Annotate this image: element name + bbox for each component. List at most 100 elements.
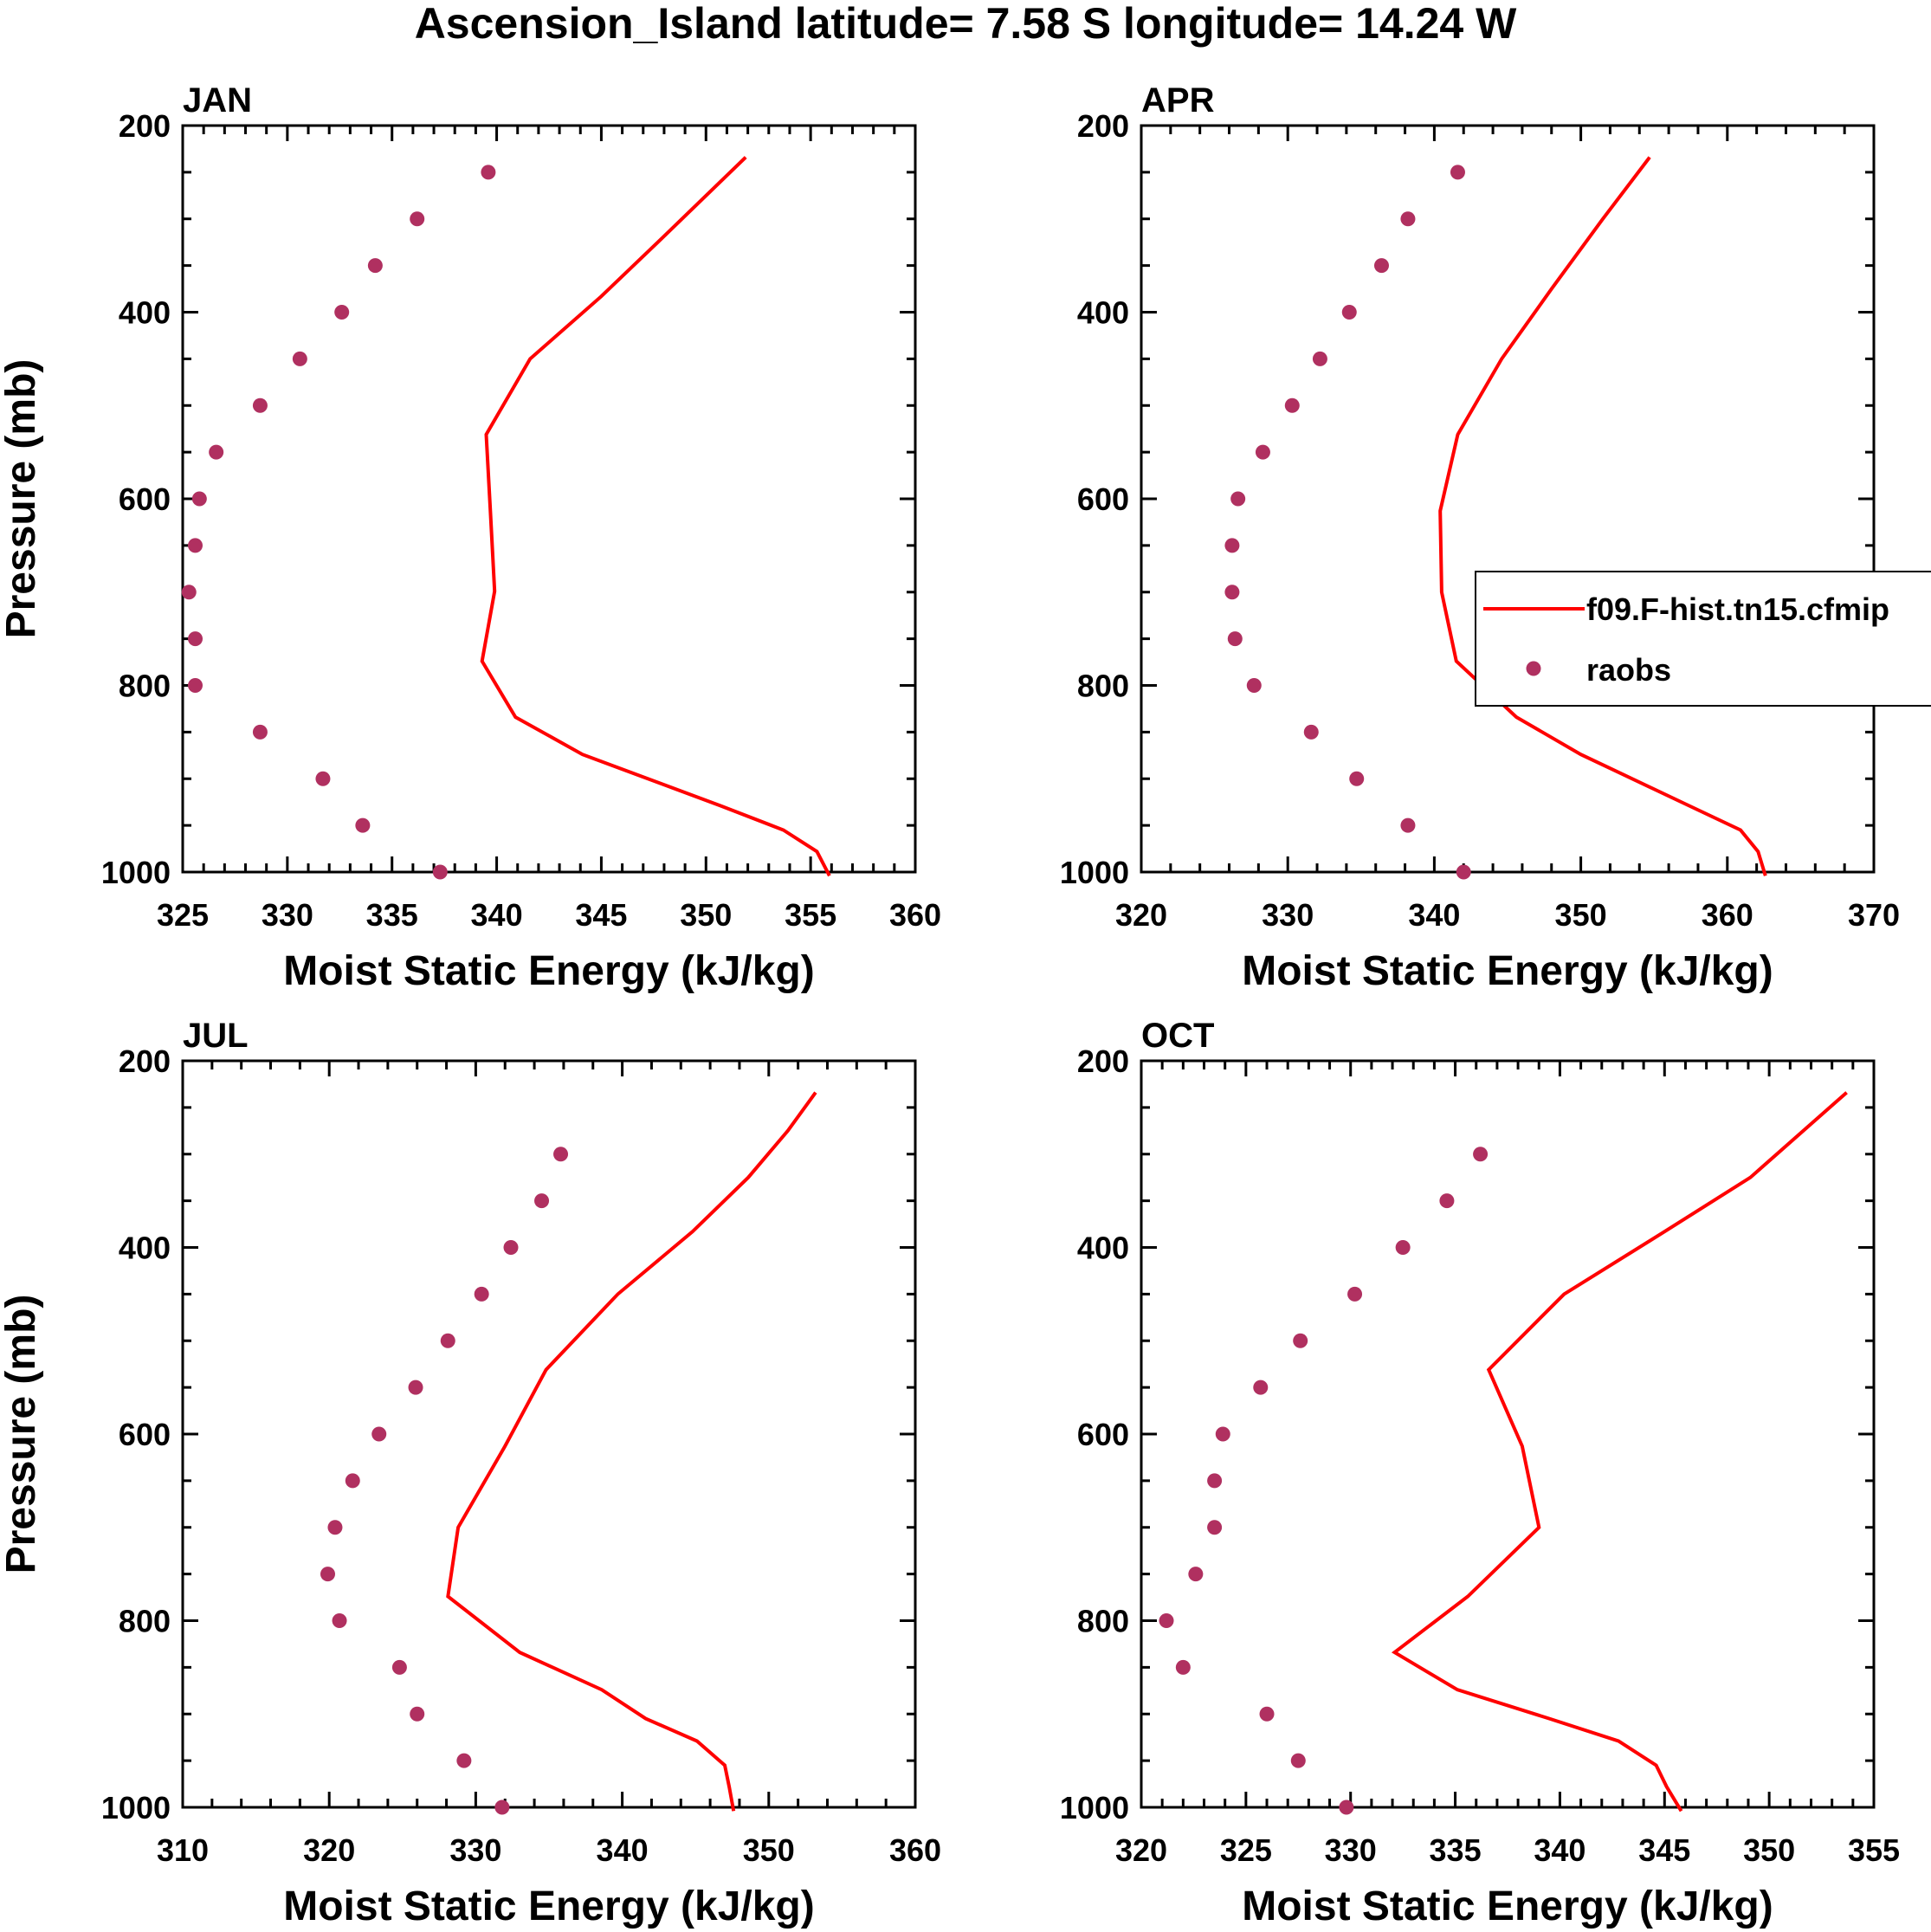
x-tick-label: 330	[1262, 897, 1314, 933]
raobs-point	[1259, 1706, 1275, 1722]
model-profile-line	[480, 156, 831, 877]
raobs-point	[1253, 1380, 1269, 1395]
raobs-point	[481, 165, 496, 180]
raobs-point	[1159, 1613, 1174, 1628]
raobs-point	[1175, 1659, 1191, 1675]
raobs-point	[1473, 1147, 1489, 1162]
panel-jul: 310 320 330 340 350 360 200 400 600 800 1000 JUL Moi…	[0, 1017, 941, 1929]
legend-box	[1475, 571, 1931, 707]
x-tick-label: 360	[1702, 897, 1753, 933]
model-profile-line	[1438, 156, 1767, 876]
raobs-point	[1290, 1753, 1306, 1768]
raobs-point	[327, 1520, 343, 1535]
plot-frame	[181, 124, 917, 874]
raobs-point	[1347, 1286, 1363, 1302]
x-tick-label: 355	[785, 897, 836, 933]
raobs-point	[355, 817, 371, 833]
raobs-point	[432, 864, 448, 880]
raobs-point	[1456, 864, 1471, 880]
model-profile-line	[1391, 1091, 1848, 1812]
raobs-point	[1339, 1800, 1354, 1815]
raobs-point	[292, 351, 307, 366]
x-tick-label: 360	[889, 897, 941, 933]
raobs-point	[367, 258, 383, 274]
x-tick-label: 350	[1555, 897, 1607, 933]
panel-title: JAN	[183, 81, 252, 120]
y-tick-label: 600	[1077, 481, 1129, 517]
x-tick-label: 355	[1848, 1832, 1900, 1868]
x-tick-label: 335	[1430, 1832, 1482, 1868]
legend-obs-swatch	[1526, 661, 1541, 676]
x-tick-label: 325	[1220, 1832, 1272, 1868]
y-tick-label: 200	[119, 1044, 171, 1079]
raobs-point	[408, 1380, 423, 1395]
x-tick-label: 350	[1743, 1832, 1795, 1868]
raobs-point	[391, 1659, 407, 1675]
raobs-point	[1400, 211, 1416, 227]
legend-model-label: f09.F-hist.tn15.cfmip	[1586, 591, 1889, 627]
raobs-point	[1312, 351, 1327, 366]
raobs-point	[410, 1706, 425, 1722]
x-tick-label: 340	[1534, 1832, 1585, 1868]
x-tick-label: 340	[471, 897, 523, 933]
x-tick-label: 320	[303, 1832, 355, 1868]
y-tick-label: 400	[119, 1231, 171, 1266]
y-axis-label: Pressure (mb)	[0, 1295, 44, 1574]
raobs-point	[474, 1286, 489, 1302]
panel-title: JUL	[183, 1017, 249, 1055]
raobs-point	[1303, 724, 1319, 740]
raobs-point	[252, 724, 268, 740]
panel-title: OCT	[1141, 1017, 1214, 1055]
raobs-point	[320, 1567, 336, 1582]
x-tick-label: 320	[1115, 1832, 1167, 1868]
y-tick-label: 400	[119, 295, 171, 331]
y-tick-label: 1000	[101, 1790, 171, 1825]
raobs-point	[1450, 165, 1465, 180]
raobs-point	[1246, 678, 1262, 693]
raobs-point	[1395, 1240, 1411, 1255]
x-tick-label: 335	[366, 897, 418, 933]
raobs-point	[188, 538, 203, 553]
y-tick-label: 200	[1077, 108, 1129, 144]
raobs-point	[334, 305, 350, 320]
raobs-point	[1349, 771, 1365, 786]
x-tick-label: 330	[262, 897, 313, 933]
x-axis-label: Moist Static Energy (kJ/kg)	[1242, 1884, 1773, 1929]
x-tick-label: 370	[1848, 897, 1900, 933]
x-axis-label: Moist Static Energy (kJ/kg)	[1242, 948, 1773, 994]
y-tick-label: 1000	[1060, 855, 1129, 890]
x-tick-label: 345	[575, 897, 627, 933]
y-tick-label: 400	[1077, 1231, 1129, 1266]
y-tick-label: 800	[119, 1604, 171, 1639]
raobs-point	[252, 397, 268, 413]
y-tick-label: 600	[119, 1417, 171, 1452]
x-tick-label: 350	[743, 1832, 795, 1868]
plot-frame	[1140, 124, 1876, 874]
y-tick-label: 800	[1077, 1604, 1129, 1639]
raobs-point	[1227, 631, 1243, 647]
raobs-point	[534, 1193, 550, 1209]
raobs-point	[503, 1240, 519, 1255]
raobs-point	[332, 1613, 347, 1628]
model-profile-line	[446, 1091, 817, 1812]
panel-jan: 325 330 335 340 345 350 355 360 200 400 600 800 1000…	[0, 81, 941, 994]
raobs-point	[345, 1473, 360, 1489]
raobs-point	[1293, 1333, 1308, 1348]
raobs-point	[1207, 1473, 1223, 1489]
raobs-point	[1207, 1520, 1223, 1535]
panel-title: APR	[1141, 81, 1215, 120]
raobs-point	[1255, 444, 1270, 460]
x-tick-label: 345	[1638, 1832, 1690, 1868]
y-axis-label: Pressure (mb)	[0, 359, 44, 639]
y-tick-label: 600	[1077, 1417, 1129, 1452]
raobs-point	[188, 678, 203, 693]
plot-frame	[1140, 1059, 1876, 1809]
panel-oct: 320 325 330 335 340 345 350 355 200 400 600 800 1000…	[1060, 1017, 1900, 1929]
x-tick-label: 310	[157, 1832, 209, 1868]
raobs-point	[1230, 491, 1246, 507]
x-tick-label: 340	[1408, 897, 1460, 933]
x-tick-label: 320	[1115, 897, 1167, 933]
x-tick-label: 325	[157, 897, 209, 933]
raobs-point	[181, 585, 197, 600]
x-tick-label: 350	[680, 897, 732, 933]
